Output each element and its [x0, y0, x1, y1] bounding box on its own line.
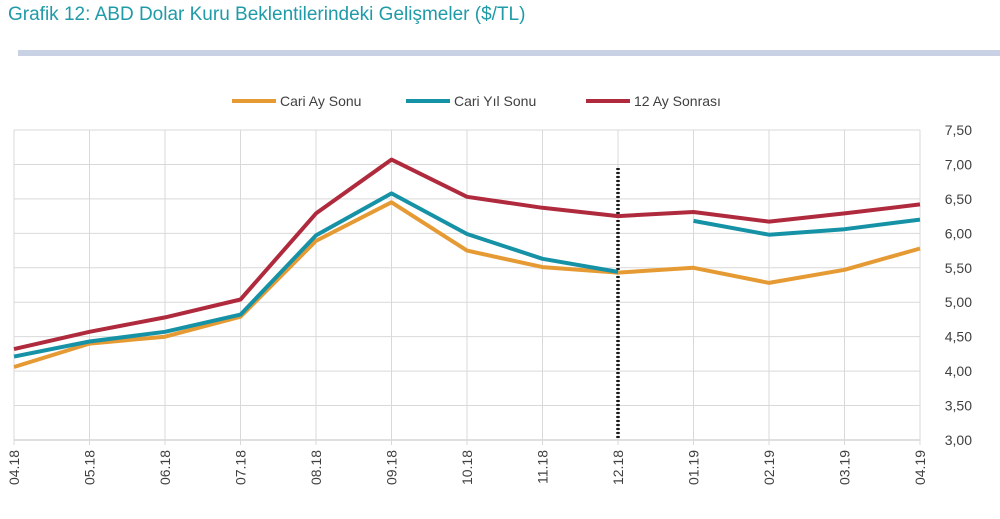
y-tick-label: 5,50	[945, 260, 972, 276]
y-tick-label: 4,50	[945, 329, 972, 345]
x-tick-label: 12.18	[610, 450, 626, 485]
x-tick-label: 08.18	[308, 450, 324, 485]
series-lines	[13, 157, 921, 369]
title-divider	[18, 50, 1000, 56]
x-tick-label: 06.18	[157, 450, 173, 485]
series-line	[13, 191, 619, 359]
legend-label: Cari Yıl Sonu	[454, 93, 536, 109]
y-tick-label: 7,50	[945, 122, 972, 138]
x-tick-label: 03.19	[837, 450, 853, 485]
y-tick-label: 5,00	[945, 294, 972, 310]
x-axis-ticks: 04.18 05.18 06.18 07.18 08.18 09.18 10.18 11.18…	[6, 450, 928, 485]
legend-label: Cari Ay Sonu	[280, 93, 361, 109]
x-tick-label: 04.19	[912, 450, 928, 485]
y-tick-label: 4,00	[945, 363, 972, 379]
x-tick-label: 10.18	[459, 450, 475, 485]
x-tick-label: 01.19	[686, 450, 702, 485]
x-tick-label: 07.18	[233, 450, 249, 485]
x-tick-label: 05.18	[82, 450, 98, 485]
y-tick-label: 6,50	[945, 191, 972, 207]
x-tick-label: 09.18	[384, 450, 400, 485]
chart-legend: Cari Ay Sonu Cari Yıl Sonu 12 Ay Sonrası	[232, 93, 721, 109]
series-line	[693, 217, 921, 237]
y-tick-label: 3,50	[945, 398, 972, 414]
y-axis-ticks: 3,00 3,50 4,00 4,50 5,00 5,50 6,00 6,50 7,00 7,50	[945, 122, 972, 448]
chart-title: Grafik 12: ABD Dolar Kuru Beklentilerind…	[8, 4, 526, 25]
x-tick-label: 11.18	[535, 450, 551, 484]
legend-label: 12 Ay Sonrası	[634, 93, 721, 109]
y-tick-label: 3,00	[945, 432, 972, 448]
series-line	[13, 157, 921, 352]
grid-lines	[13, 129, 921, 445]
y-tick-label: 6,00	[945, 225, 972, 241]
y-tick-label: 7,00	[945, 156, 972, 172]
series-line	[13, 200, 921, 369]
x-tick-label: 04.18	[6, 450, 22, 485]
x-tick-label: 02.19	[761, 450, 777, 485]
